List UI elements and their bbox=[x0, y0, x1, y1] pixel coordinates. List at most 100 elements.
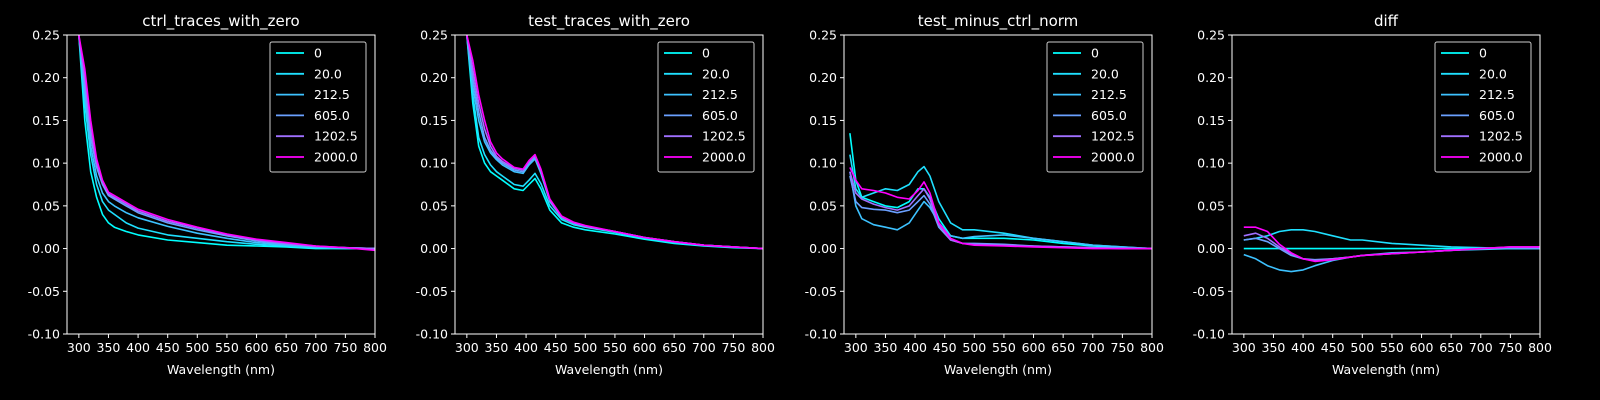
y-tick-label: 0.25 bbox=[32, 28, 60, 43]
y-tick-label: 0.15 bbox=[32, 113, 60, 128]
y-tick-label: 0.05 bbox=[420, 198, 448, 213]
y-tick-label: 0.10 bbox=[809, 156, 837, 171]
plot-frame bbox=[66, 34, 376, 335]
x-tick-label: 600 bbox=[245, 340, 269, 355]
series-line-1202.5 bbox=[1243, 232, 1540, 262]
chart-panel-4: diff 300 350 400 450 500 550 600 650 700 750 800 -0.… bbox=[1193, 12, 1552, 377]
y-tick-label: 0.00 bbox=[420, 241, 448, 256]
x-tick-label: 750 bbox=[721, 340, 745, 355]
legend-label: 212.5 bbox=[314, 87, 350, 102]
legend: 0 20.0 212.5 605.0 1202.5 2000.0 bbox=[1046, 41, 1144, 173]
y-tick-label: -0.10 bbox=[28, 327, 60, 342]
y-tick-label: 0.05 bbox=[1197, 198, 1225, 213]
y-tick-label: -0.05 bbox=[416, 284, 448, 299]
x-tick-label: 400 bbox=[1291, 340, 1315, 355]
legend-label: 1202.5 bbox=[702, 129, 746, 144]
chart-panel-1: ctrl_traces_with_zero 300 350 400 450 500 550 6… bbox=[28, 12, 387, 377]
y-tick-label: -0.10 bbox=[805, 327, 837, 342]
x-tick-label: 450 bbox=[544, 340, 568, 355]
legend-label: 605.0 bbox=[702, 108, 738, 123]
legend-label: 20.0 bbox=[702, 66, 730, 81]
y-tick-label: 0.10 bbox=[32, 156, 60, 171]
chart-title: test_traces_with_zero bbox=[528, 12, 690, 31]
y-tick-label: 0.15 bbox=[420, 113, 448, 128]
x-tick-label: 450 bbox=[156, 340, 180, 355]
y-tick-label: 0.10 bbox=[1197, 156, 1225, 171]
series-line-1202.5 bbox=[849, 171, 1152, 250]
x-tick-label: 800 bbox=[1528, 340, 1552, 355]
series-line-605.0 bbox=[78, 35, 375, 250]
y-tick-label: 0.05 bbox=[32, 198, 60, 213]
legend-label: 605.0 bbox=[1479, 108, 1515, 123]
plot-frame bbox=[1231, 34, 1541, 335]
series-line-2000.0 bbox=[1243, 226, 1540, 263]
x-tick-label: 550 bbox=[992, 340, 1016, 355]
legend-label: 212.5 bbox=[1091, 87, 1127, 102]
y-tick-label: 0.20 bbox=[1197, 70, 1225, 85]
y-tick-label: -0.05 bbox=[1193, 284, 1225, 299]
x-tick-label: 800 bbox=[751, 340, 775, 355]
x-tick-label: 500 bbox=[185, 340, 209, 355]
x-tick-label: 350 bbox=[874, 340, 898, 355]
x-tick-label: 400 bbox=[126, 340, 150, 355]
x-tick-label: 650 bbox=[1051, 340, 1075, 355]
x-tick-label: 650 bbox=[662, 340, 686, 355]
x-tick-label: 450 bbox=[933, 340, 957, 355]
chart-title: test_minus_ctrl_norm bbox=[918, 12, 1079, 31]
legend-label: 605.0 bbox=[314, 108, 350, 123]
y-tick-label: 0.00 bbox=[809, 241, 837, 256]
y-tick-label: 0.10 bbox=[420, 156, 448, 171]
series-line-0 bbox=[78, 35, 375, 250]
chart-title: ctrl_traces_with_zero bbox=[142, 12, 299, 31]
legend-label: 20.0 bbox=[1091, 66, 1119, 81]
x-tick-label: 400 bbox=[514, 340, 538, 355]
x-tick-label: 350 bbox=[485, 340, 509, 355]
y-tick-label: -0.05 bbox=[805, 284, 837, 299]
series-line-20.0 bbox=[466, 35, 763, 250]
x-tick-label: 700 bbox=[692, 340, 716, 355]
legend-label: 0 bbox=[702, 46, 710, 61]
legend-label: 20.0 bbox=[1479, 66, 1507, 81]
y-tick-label: -0.05 bbox=[28, 284, 60, 299]
x-tick-label: 800 bbox=[363, 340, 387, 355]
series-line-2000.0 bbox=[849, 167, 1152, 250]
x-tick-label: 500 bbox=[962, 340, 986, 355]
plot-frame bbox=[843, 34, 1153, 335]
y-tick-label: 0.00 bbox=[32, 241, 60, 256]
x-axis-label: Wavelength (nm) bbox=[555, 362, 663, 377]
legend-label: 212.5 bbox=[1479, 87, 1515, 102]
x-tick-label: 650 bbox=[1439, 340, 1463, 355]
x-tick-label: 700 bbox=[1081, 340, 1105, 355]
legend-label: 212.5 bbox=[702, 87, 738, 102]
legend: 0 20.0 212.5 605.0 1202.5 2000.0 bbox=[1434, 41, 1532, 173]
plot-frame bbox=[454, 34, 764, 335]
legend-label: 0 bbox=[314, 46, 322, 61]
y-tick-label: 0.20 bbox=[420, 70, 448, 85]
x-tick-label: 800 bbox=[1140, 340, 1164, 355]
legend-label: 2000.0 bbox=[1479, 150, 1523, 165]
x-tick-label: 550 bbox=[1380, 340, 1404, 355]
x-tick-label: 500 bbox=[573, 340, 597, 355]
series-group bbox=[849, 133, 1152, 250]
x-tick-label: 650 bbox=[274, 340, 298, 355]
legend: 0 20.0 212.5 605.0 1202.5 2000.0 bbox=[269, 41, 367, 173]
x-tick-label: 600 bbox=[633, 340, 657, 355]
x-tick-label: 550 bbox=[215, 340, 239, 355]
legend-label: 2000.0 bbox=[1091, 150, 1135, 165]
series-line-2000.0 bbox=[78, 35, 375, 252]
chart-panel-3: test_minus_ctrl_norm 300 350 400 450 500 550 60… bbox=[805, 12, 1164, 377]
x-tick-label: 750 bbox=[1498, 340, 1522, 355]
x-tick-label: 300 bbox=[67, 340, 91, 355]
legend-label: 0 bbox=[1091, 46, 1099, 61]
series-group bbox=[78, 35, 375, 252]
x-tick-label: 400 bbox=[903, 340, 927, 355]
series-line-20.0 bbox=[1243, 229, 1540, 250]
x-tick-label: 700 bbox=[1469, 340, 1493, 355]
x-tick-label: 300 bbox=[455, 340, 479, 355]
x-tick-label: 450 bbox=[1321, 340, 1345, 355]
series-group bbox=[1243, 226, 1540, 273]
x-tick-label: 350 bbox=[97, 340, 121, 355]
x-tick-label: 500 bbox=[1350, 340, 1374, 355]
y-tick-label: 0.00 bbox=[1197, 241, 1225, 256]
